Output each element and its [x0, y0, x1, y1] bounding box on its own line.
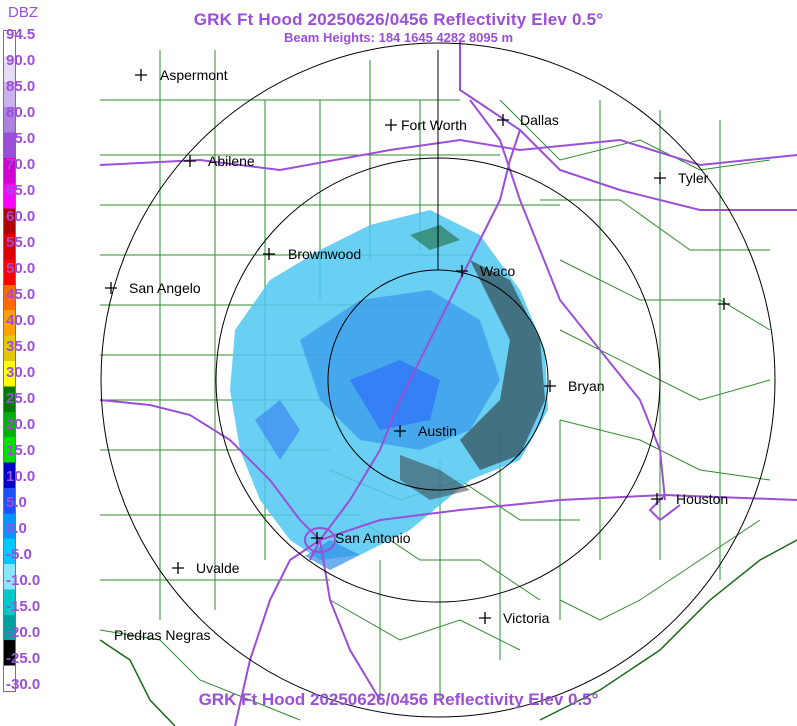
reflectivity-echoes — [230, 210, 548, 570]
city-label: Waco — [480, 263, 515, 279]
legend-unit: DBZ — [8, 4, 38, 21]
highways — [99, 40, 797, 726]
legend-tick-label: -5.0 — [6, 546, 32, 563]
legend-tick-label: 85.0 — [6, 78, 36, 95]
legend-tick-label: 94.5 — [6, 26, 36, 43]
legend-tick-label: 75.0 — [6, 130, 36, 147]
city-marker — [172, 562, 184, 574]
legend-tick-label: 65.0 — [6, 182, 36, 199]
legend-tick-label: -30.0 — [6, 676, 41, 693]
city-marker — [456, 265, 468, 277]
city-label: Tyler — [678, 170, 709, 186]
city-label: Aspermont — [160, 67, 228, 83]
city-marker — [654, 172, 666, 184]
footer-title: GRK Ft Hood 20250626/0456 Reflectivity E… — [198, 690, 599, 709]
legend-tick-label: 15.0 — [6, 442, 36, 459]
city-label: Piedras Negras — [114, 627, 211, 643]
city-marker — [718, 298, 730, 310]
legend-color-bar — [3, 30, 16, 692]
city-marker — [479, 612, 491, 624]
legend-tick-label: 40.0 — [6, 312, 36, 329]
city-label: Dallas — [520, 112, 559, 128]
radar-map: Aspermont Fort Worth Dallas Abilene Tyler Bro… — [99, 40, 797, 726]
legend-tick-label: 30.0 — [6, 364, 36, 381]
legend-tick-label: -20.0 — [6, 624, 41, 641]
legend-tick-label: 0.0 — [6, 520, 27, 537]
legend-tick-label: 10.0 — [6, 468, 36, 485]
legend-tick-label: 90.0 — [6, 52, 36, 69]
city-label: Brownwood — [288, 246, 361, 262]
beam-heights: Beam Heights: 184 1645 4282 8095 m — [283, 30, 514, 45]
city-label: Victoria — [503, 610, 550, 626]
legend-tick-label: 60.0 — [6, 208, 36, 225]
color-legend: DBZ 94.5 90.0 85.0 80.0 75.0 70.0 65.0 60.0 55.0… — [0, 0, 44, 726]
legend-tick-label: 50.0 — [6, 260, 36, 277]
state-border — [99, 539, 797, 726]
city-marker — [385, 119, 397, 131]
city-marker — [135, 69, 147, 81]
legend-tick-label: 35.0 — [6, 338, 36, 355]
city-marker — [651, 493, 663, 505]
city-marker — [394, 425, 406, 437]
legend-tick-label: -10.0 — [6, 572, 41, 589]
city-label: Fort Worth — [401, 117, 467, 133]
city-marker — [497, 114, 509, 126]
city-marker — [544, 380, 556, 392]
radar-title: GRK Ft Hood 20250626/0456 Reflectivity E… — [193, 10, 604, 29]
city-label: San Antonio — [335, 530, 411, 546]
city-label: Austin — [418, 423, 457, 439]
city-label: San Angelo — [129, 280, 201, 296]
legend-tick-label: -25.0 — [6, 650, 41, 667]
legend-tick-label: 55.0 — [6, 234, 36, 251]
city-marker — [105, 282, 117, 294]
city-marker — [184, 155, 196, 167]
city-label: Houston — [676, 491, 728, 507]
city-markers: Aspermont Fort Worth Dallas Abilene Tyler Bro… — [105, 67, 730, 643]
legend-tick-label: 45.0 — [6, 286, 36, 303]
legend-tick-label: -15.0 — [6, 598, 41, 615]
city-marker — [263, 248, 275, 260]
city-label: Bryan — [568, 378, 605, 394]
city-marker — [311, 532, 323, 544]
legend-tick-label: 70.0 — [6, 156, 36, 173]
city-label: Uvalde — [196, 560, 240, 576]
legend-tick-label: 5.0 — [6, 494, 27, 511]
legend-tick-label: 80.0 — [6, 104, 36, 121]
legend-tick-label: 25.0 — [6, 390, 36, 407]
legend-tick-label: 20.0 — [6, 416, 36, 433]
city-label: Abilene — [208, 153, 255, 169]
